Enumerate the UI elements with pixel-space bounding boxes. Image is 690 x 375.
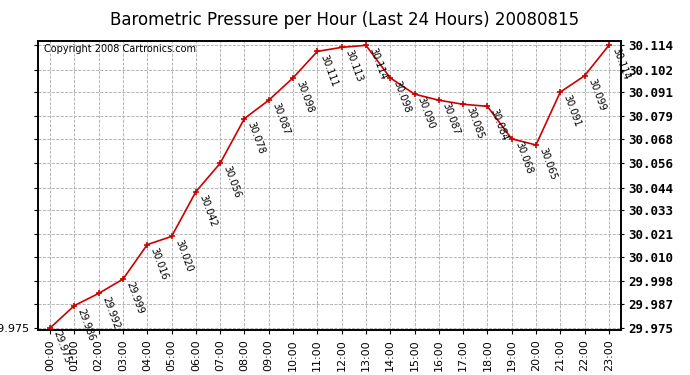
- Text: 30.114: 30.114: [610, 47, 631, 82]
- Text: 30.111: 30.111: [319, 53, 339, 88]
- Text: 30.068: 30.068: [513, 140, 534, 175]
- Text: 30.087: 30.087: [270, 102, 291, 137]
- Text: 30.065: 30.065: [538, 146, 558, 182]
- Text: 30.084: 30.084: [489, 108, 510, 143]
- Text: Copyright 2008 Cartronics.com: Copyright 2008 Cartronics.com: [43, 44, 196, 54]
- Text: Barometric Pressure per Hour (Last 24 Hours) 20080815: Barometric Pressure per Hour (Last 24 Ho…: [110, 11, 580, 29]
- Text: 30.113: 30.113: [343, 49, 364, 84]
- Text: 29.975: 29.975: [52, 329, 72, 365]
- Text: 30.087: 30.087: [440, 102, 461, 137]
- Text: 30.091: 30.091: [562, 93, 582, 129]
- Text: 30.056: 30.056: [221, 165, 242, 200]
- Text: 30.098: 30.098: [295, 79, 315, 114]
- Text: 29.992: 29.992: [100, 295, 121, 330]
- Text: 30.098: 30.098: [392, 79, 413, 114]
- Text: 29.999: 29.999: [124, 280, 146, 316]
- Text: 30.020: 30.020: [173, 238, 194, 273]
- Text: 30.016: 30.016: [148, 246, 170, 281]
- Text: 30.099: 30.099: [586, 77, 607, 112]
- Text: 30.090: 30.090: [416, 96, 437, 130]
- Text: 29.986: 29.986: [76, 307, 97, 342]
- Text: 30.042: 30.042: [197, 193, 218, 228]
- Text: 30.085: 30.085: [464, 106, 486, 141]
- Text: 30.078: 30.078: [246, 120, 267, 155]
- Text: 30.114: 30.114: [367, 47, 388, 82]
